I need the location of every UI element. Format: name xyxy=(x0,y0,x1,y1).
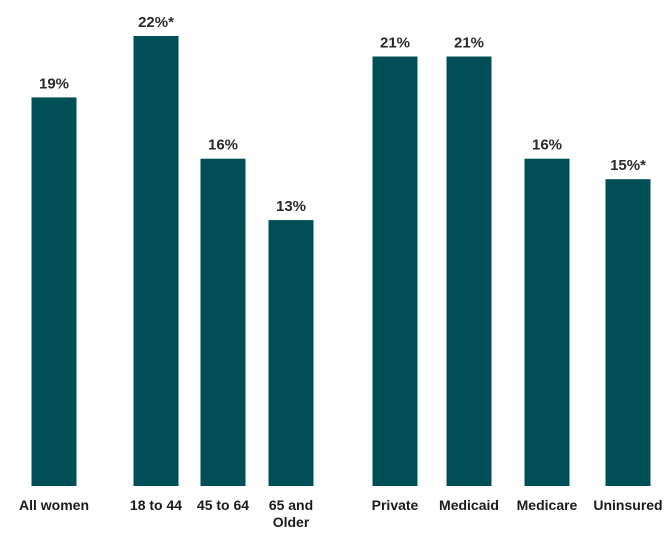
tick-label-18-to-44: 18 to 44 xyxy=(130,497,182,513)
tick-label-private: Private xyxy=(372,497,419,513)
tick-label-medicare: Medicare xyxy=(517,497,578,513)
data-label-uninsured: 15%* xyxy=(610,157,646,174)
bar-medicare xyxy=(524,158,570,486)
bar-all-women xyxy=(31,97,77,487)
tick-label-uninsured: Uninsured xyxy=(593,497,662,513)
data-label-45-to-64: 16% xyxy=(208,137,238,154)
tick-label-line: Uninsured xyxy=(593,497,662,513)
tick-label-65-and-older: 65 and Older xyxy=(269,497,313,530)
data-label-medicaid: 21% xyxy=(454,35,484,52)
tick-label-line: All women xyxy=(19,497,89,513)
data-labels: 19% 22%* 16% 13% 21% 21% 16% 15%* xyxy=(39,14,646,215)
bar-private xyxy=(372,56,418,486)
bar-medicaid xyxy=(446,56,492,486)
bar-65-and-older xyxy=(268,220,314,486)
tick-label-line: 45 to 64 xyxy=(197,497,249,513)
bar-18-to-44 xyxy=(133,36,179,486)
data-label-18-to-44: 22%* xyxy=(138,14,174,31)
tick-label-line: Medicare xyxy=(517,497,578,513)
data-label-all-women: 19% xyxy=(39,75,69,92)
category-labels: All women 18 to 44 45 to 64 65 and Older Priv… xyxy=(19,497,663,530)
tick-label-line: Older xyxy=(273,514,310,530)
tick-label-line: 65 and xyxy=(269,497,313,513)
tick-label-line: Medicaid xyxy=(439,497,499,513)
tick-label-45-to-64: 45 to 64 xyxy=(197,497,249,513)
tick-label-line: Private xyxy=(372,497,419,513)
bar-uninsured xyxy=(605,179,651,486)
bar-45-to-64 xyxy=(200,158,246,486)
tick-label-medicaid: Medicaid xyxy=(439,497,499,513)
data-label-65-and-older: 13% xyxy=(276,198,306,215)
tick-label-line: 18 to 44 xyxy=(130,497,182,513)
data-label-medicare: 16% xyxy=(532,137,562,154)
data-label-private: 21% xyxy=(380,35,410,52)
tick-label-all-women: All women xyxy=(19,497,89,513)
bars xyxy=(31,36,651,487)
